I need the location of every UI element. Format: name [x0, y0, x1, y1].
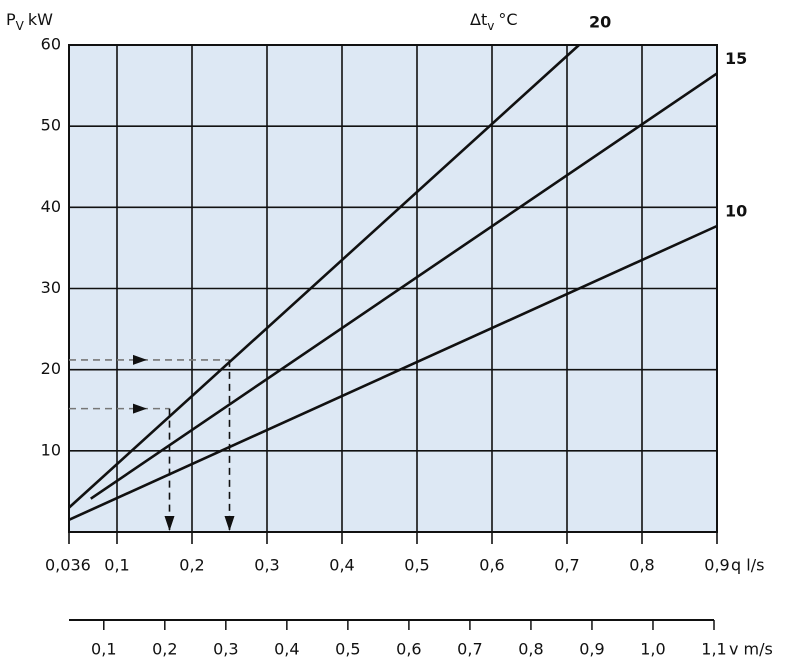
x2-tick-label: 0,1: [91, 640, 116, 659]
x2-tick-label: 0,8: [518, 640, 543, 659]
series-label: 20: [589, 13, 611, 32]
legend-title: Δtv °C: [470, 10, 518, 33]
legend-title-main: Δt: [470, 10, 487, 29]
plot-frame: [68, 44, 718, 533]
y-tick-label: 40: [41, 197, 61, 216]
x2-tick-label: 0,9: [579, 640, 604, 659]
arrow-head: [133, 354, 147, 365]
x-tick-label: 0,3: [254, 556, 279, 575]
x2-tick-label: 0,3: [213, 640, 238, 659]
x-tick-label: 0,4: [329, 556, 354, 575]
x2-tick-label: 0,6: [396, 640, 421, 659]
series-label: 15: [725, 49, 747, 68]
x2-tick-label: 0,4: [274, 640, 299, 659]
x2-tick-label: 1,0: [640, 640, 665, 659]
y-tick-label: 30: [41, 278, 61, 297]
arrow-head: [224, 516, 235, 531]
y-tick-label: 10: [41, 440, 61, 459]
arrow-head: [164, 516, 175, 531]
y-label-sub: V: [16, 19, 25, 33]
legend-title-unit: °C: [498, 10, 517, 29]
series-line: [68, 224, 718, 522]
arrow-head: [133, 403, 147, 414]
x-tick-label: 0,9: [704, 556, 729, 575]
x-axis-label: q l/s: [731, 556, 764, 575]
x2-tick-label: 0,7: [457, 640, 482, 659]
y-label-main: P: [6, 10, 16, 29]
x2-axis-label: v m/s: [729, 640, 773, 659]
x-tick-label: 0,8: [629, 556, 654, 575]
x-tick-label: 0,2: [179, 556, 204, 575]
series-label: 10: [725, 202, 747, 221]
x2-tick-label: 0,2: [152, 640, 177, 659]
y-label-unit: kW: [28, 10, 53, 29]
series-line: [90, 72, 718, 500]
x2-tick-label: 0,5: [335, 640, 360, 659]
y-tick-label: 20: [41, 359, 61, 378]
y-tick-label: 60: [41, 35, 61, 54]
x-tick-label: 0,1: [104, 556, 129, 575]
x-tick-label: 0,036: [45, 556, 91, 575]
legend-title-sub: v: [487, 19, 494, 33]
series-line: [68, 44, 580, 509]
x2-tick-label: 1,1: [701, 640, 726, 659]
x-tick-label: 0,5: [404, 556, 429, 575]
y-axis-label: PV kW: [6, 10, 53, 33]
x-tick-label: 0,6: [479, 556, 504, 575]
x-tick-label: 0,7: [554, 556, 579, 575]
y-tick-label: 50: [41, 116, 61, 135]
